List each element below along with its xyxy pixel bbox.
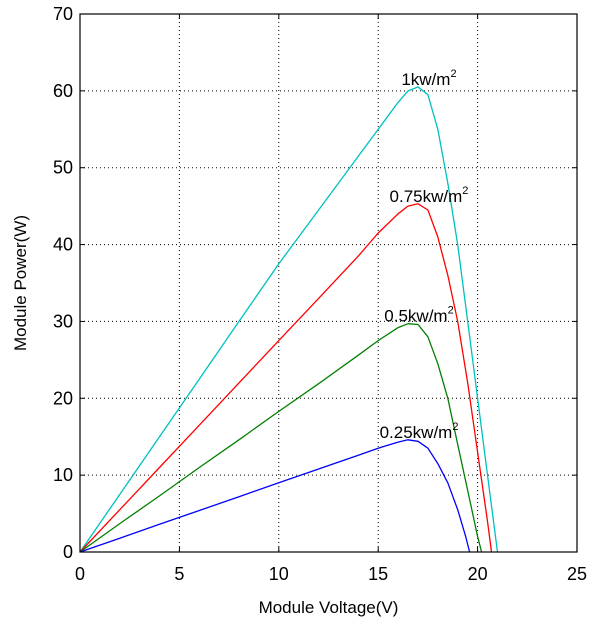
y-tick-label: 30 [53,311,73,331]
y-tick-labels: 0 10 20 30 40 50 60 70 [53,4,73,562]
x-tick-labels: 0 5 10 15 20 25 [75,564,587,584]
y-tick-label: 20 [53,388,73,408]
series-label-text: 0.25kw/m [380,423,453,442]
series-line-2 [79,323,483,553]
y-axis-title: Module Power(W) [11,215,30,351]
series-line-0 [79,86,499,553]
x-tick-label: 10 [269,564,289,584]
y-tick-label: 50 [53,158,73,178]
series-line-3 [79,439,471,553]
series-label-superscript: 2 [450,68,456,80]
series-line-1 [79,203,493,553]
series-label-text: 1kw/m [401,70,450,89]
y-tick-label: 40 [53,235,73,255]
y-tick-label: 0 [63,542,73,562]
x-axis-title: Module Voltage(V) [259,598,399,617]
y-tick-label: 70 [53,4,73,24]
series-label-superscript: 2 [462,185,468,197]
tick-marks [79,13,578,553]
y-tick-label: 60 [53,81,73,101]
series-lines [79,86,499,553]
series-label-1: 0.75kw/m2 [390,185,469,206]
series-label-text: 0.5kw/m [384,307,447,326]
series-label-superscript: 2 [452,421,458,433]
x-tick-label: 0 [75,564,85,584]
series-label-0: 1kw/m2 [401,68,456,89]
y-tick-label: 10 [53,465,73,485]
series-label-2: 0.5kw/m2 [384,305,453,326]
series-label-superscript: 2 [448,305,454,317]
x-tick-label: 20 [468,564,488,584]
x-tick-label: 25 [567,564,587,584]
series-label-3: 0.25kw/m2 [380,421,459,442]
grid-lines [80,14,577,552]
series-label-text: 0.75kw/m [390,187,463,206]
x-tick-label: 5 [174,564,184,584]
plot-area-frame [79,13,578,553]
x-tick-label: 15 [368,564,388,584]
series-labels: 1kw/m20.75kw/m20.5kw/m20.25kw/m2 [380,68,469,442]
